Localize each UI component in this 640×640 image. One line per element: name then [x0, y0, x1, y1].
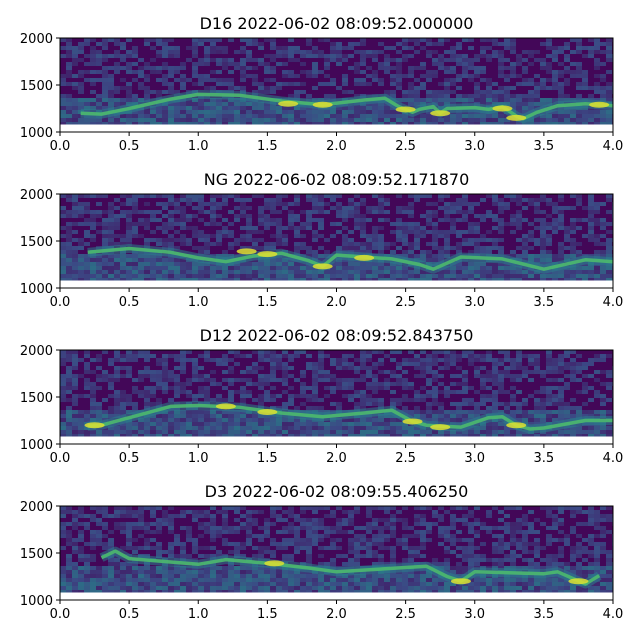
bright-spot [84, 422, 105, 429]
x-tick-label: 3.5 [534, 451, 555, 466]
bright-spot [264, 560, 285, 567]
x-tick-label: 0.5 [119, 295, 140, 310]
x-tick-label: 0.5 [119, 607, 140, 622]
y-tick-label: 2000 [20, 32, 53, 47]
spectrogram-panel-1: 0.0 0.5 1.0 1.5 2.0 2.5 3.0 3.5 4.0 1000 1500 2000 D… [20, 14, 623, 154]
x-tick-label: 1.0 [188, 295, 209, 310]
bright-spot [506, 114, 527, 121]
x-tick-label: 0.5 [119, 451, 140, 466]
x-tick-label: 1.5 [257, 607, 278, 622]
x-tick-label: 3.5 [534, 607, 555, 622]
x-tick-label: 3.0 [464, 295, 485, 310]
spectrogram-image [60, 350, 613, 437]
x-tick-label: 2.0 [326, 607, 347, 622]
bright-spot [506, 422, 527, 429]
x-tick-label: 4.0 [603, 295, 624, 310]
panel-title: D3 2022-06-02 08:09:55.406250 [205, 482, 469, 501]
y-tick-label: 2000 [20, 344, 53, 359]
ridge-line [100, 549, 601, 586]
y-tick-label: 1000 [20, 594, 53, 609]
x-tick-label: 2.5 [395, 607, 416, 622]
spectrogram-panel-4: 0.0 0.5 1.0 1.5 2.0 2.5 3.0 3.5 4.0 1000 1500 2000 D… [20, 482, 623, 622]
bright-spot [354, 254, 375, 261]
y-tick-label: 1000 [20, 282, 53, 297]
bright-spot [430, 110, 451, 117]
y-tick-label: 1000 [20, 438, 53, 453]
y-tick-label: 1500 [20, 391, 53, 406]
x-tick-label: 1.0 [188, 451, 209, 466]
bright-spot [257, 409, 278, 416]
y-tick-label: 2000 [20, 500, 53, 515]
x-tick-label: 1.0 [188, 139, 209, 154]
bright-spot [312, 101, 333, 108]
y-tick-label: 1500 [20, 79, 53, 94]
ridge-line [87, 246, 613, 271]
x-tick-label: 4.0 [603, 607, 624, 622]
x-tick-label: 0.0 [50, 607, 71, 622]
x-tick-label: 0.0 [50, 295, 71, 310]
x-tick-label: 0.0 [50, 451, 71, 466]
x-tick-label: 3.0 [464, 607, 485, 622]
bright-spot [312, 263, 333, 270]
x-tick-label: 3.0 [464, 139, 485, 154]
bright-spot [257, 251, 278, 258]
x-tick-label: 3.5 [534, 139, 555, 154]
panel-title: NG 2022-06-02 08:09:52.171870 [204, 170, 470, 189]
x-tick-label: 3.0 [464, 451, 485, 466]
x-tick-label: 1.5 [257, 295, 278, 310]
bright-spot [450, 578, 471, 585]
x-tick-label: 0.0 [50, 139, 71, 154]
x-tick-label: 4.0 [603, 139, 624, 154]
bright-spot [278, 100, 299, 107]
bright-spot [215, 403, 236, 410]
spectrogram-image [60, 194, 613, 281]
y-tick-label: 2000 [20, 188, 53, 203]
x-tick-label: 2.0 [326, 139, 347, 154]
spectrogram-panel-3: 0.0 0.5 1.0 1.5 2.0 2.5 3.0 3.5 4.0 1000 1500 2000 D… [20, 326, 623, 466]
x-tick-label: 2.5 [395, 451, 416, 466]
panel-title: D12 2022-06-02 08:09:52.843750 [200, 326, 474, 345]
x-tick-label: 2.0 [326, 295, 347, 310]
y-tick-label: 1000 [20, 126, 53, 141]
spectrogram-image [60, 506, 613, 593]
spectrogram-image [60, 38, 613, 125]
bright-spot [430, 424, 451, 431]
x-tick-label: 2.5 [395, 295, 416, 310]
x-tick-label: 1.0 [188, 607, 209, 622]
bright-spot [395, 106, 416, 113]
spectrogram-panel-2: 0.0 0.5 1.0 1.5 2.0 2.5 3.0 3.5 4.0 1000 1500 2000 N… [20, 170, 623, 310]
x-tick-label: 1.5 [257, 451, 278, 466]
bright-spot [492, 105, 513, 112]
x-tick-label: 2.0 [326, 451, 347, 466]
bright-spot [236, 248, 257, 255]
y-tick-label: 1500 [20, 235, 53, 250]
panel-title: D16 2022-06-02 08:09:52.000000 [200, 14, 474, 33]
y-tick-label: 1500 [20, 547, 53, 562]
x-tick-label: 3.5 [534, 295, 555, 310]
bright-spot [589, 101, 610, 108]
x-tick-label: 2.5 [395, 139, 416, 154]
bright-spot [568, 578, 589, 585]
x-tick-label: 0.5 [119, 139, 140, 154]
x-tick-label: 4.0 [603, 451, 624, 466]
x-tick-label: 1.5 [257, 139, 278, 154]
bright-spot [402, 418, 423, 425]
